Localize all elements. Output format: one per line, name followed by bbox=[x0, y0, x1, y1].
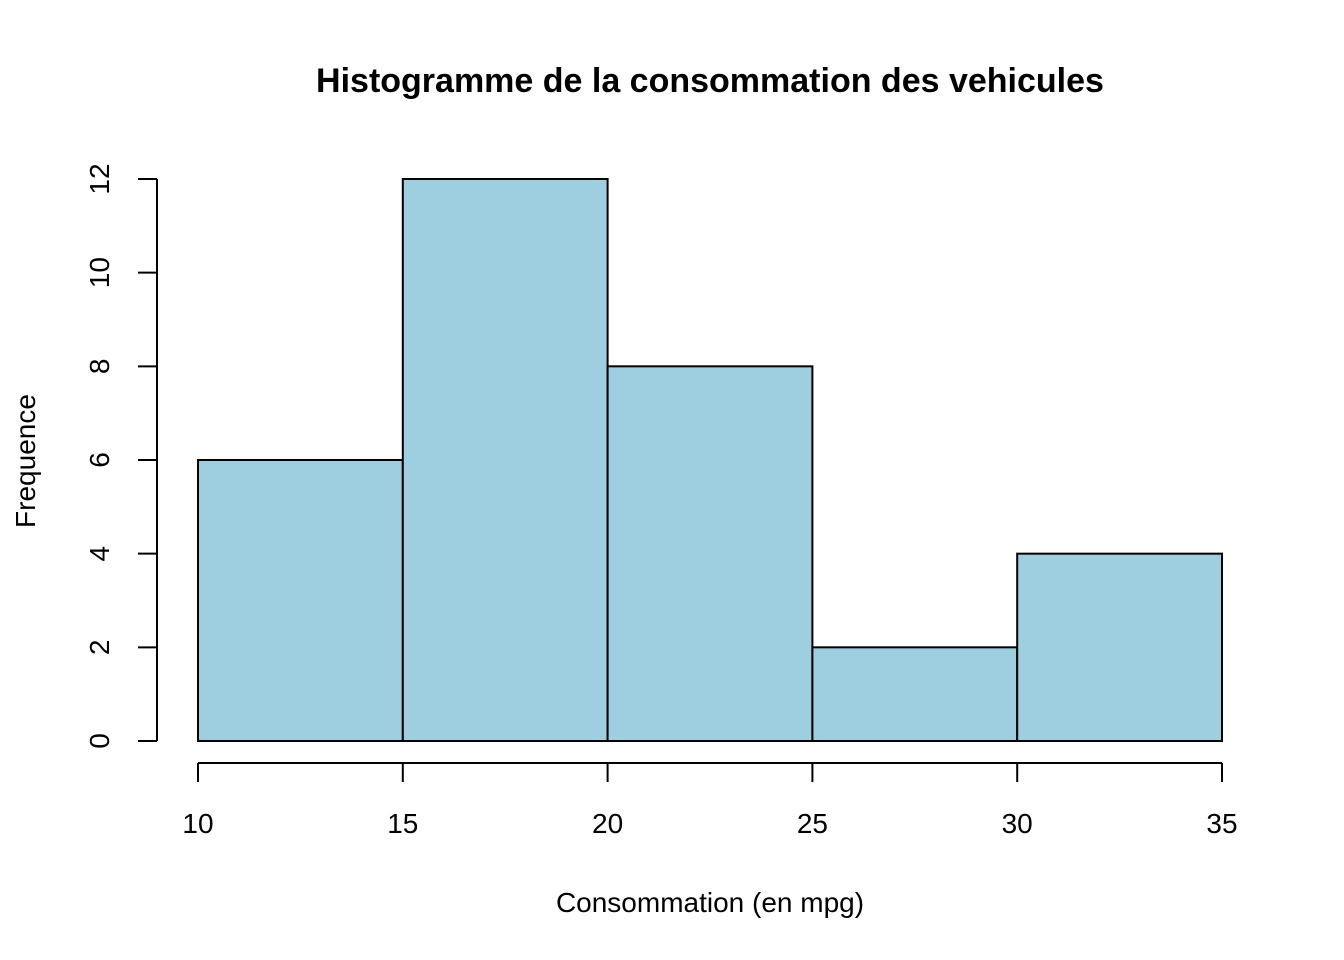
chart-title: Histogramme de la consommation des vehic… bbox=[316, 62, 1104, 100]
x-axis-label: Consommation (en mpg) bbox=[556, 887, 864, 918]
y-tick-label-12: 12 bbox=[84, 163, 115, 194]
y-tick-label-6: 6 bbox=[84, 452, 115, 468]
y-tick-label-10: 10 bbox=[84, 257, 115, 288]
x-tick-label-10: 10 bbox=[182, 808, 213, 839]
x-axis: 10 15 20 25 30 35 bbox=[182, 762, 1238, 839]
x-tick-label-20: 20 bbox=[592, 808, 623, 839]
y-tick-label-2: 2 bbox=[84, 640, 115, 656]
y-tick-label-4: 4 bbox=[84, 546, 115, 562]
y-axis: 0 2 4 6 8 10 12 bbox=[84, 163, 158, 749]
x-tick-label-25: 25 bbox=[797, 808, 828, 839]
histogram-bar-20-25 bbox=[606, 365, 814, 742]
histogram-bar-15-20 bbox=[401, 178, 609, 742]
histogram-bar-10-15 bbox=[197, 459, 404, 742]
y-tick-label-8: 8 bbox=[84, 359, 115, 375]
bars bbox=[197, 178, 1224, 743]
x-tick-label-15: 15 bbox=[387, 808, 418, 839]
y-tick-label-0: 0 bbox=[84, 733, 115, 749]
y-axis-label: Frequence bbox=[10, 394, 41, 528]
histogram-bar-30-35 bbox=[1016, 552, 1224, 743]
histogram-bar-25-30 bbox=[811, 646, 1019, 742]
x-tick-label-30: 30 bbox=[1002, 808, 1033, 839]
x-tick-label-35: 35 bbox=[1206, 808, 1237, 839]
